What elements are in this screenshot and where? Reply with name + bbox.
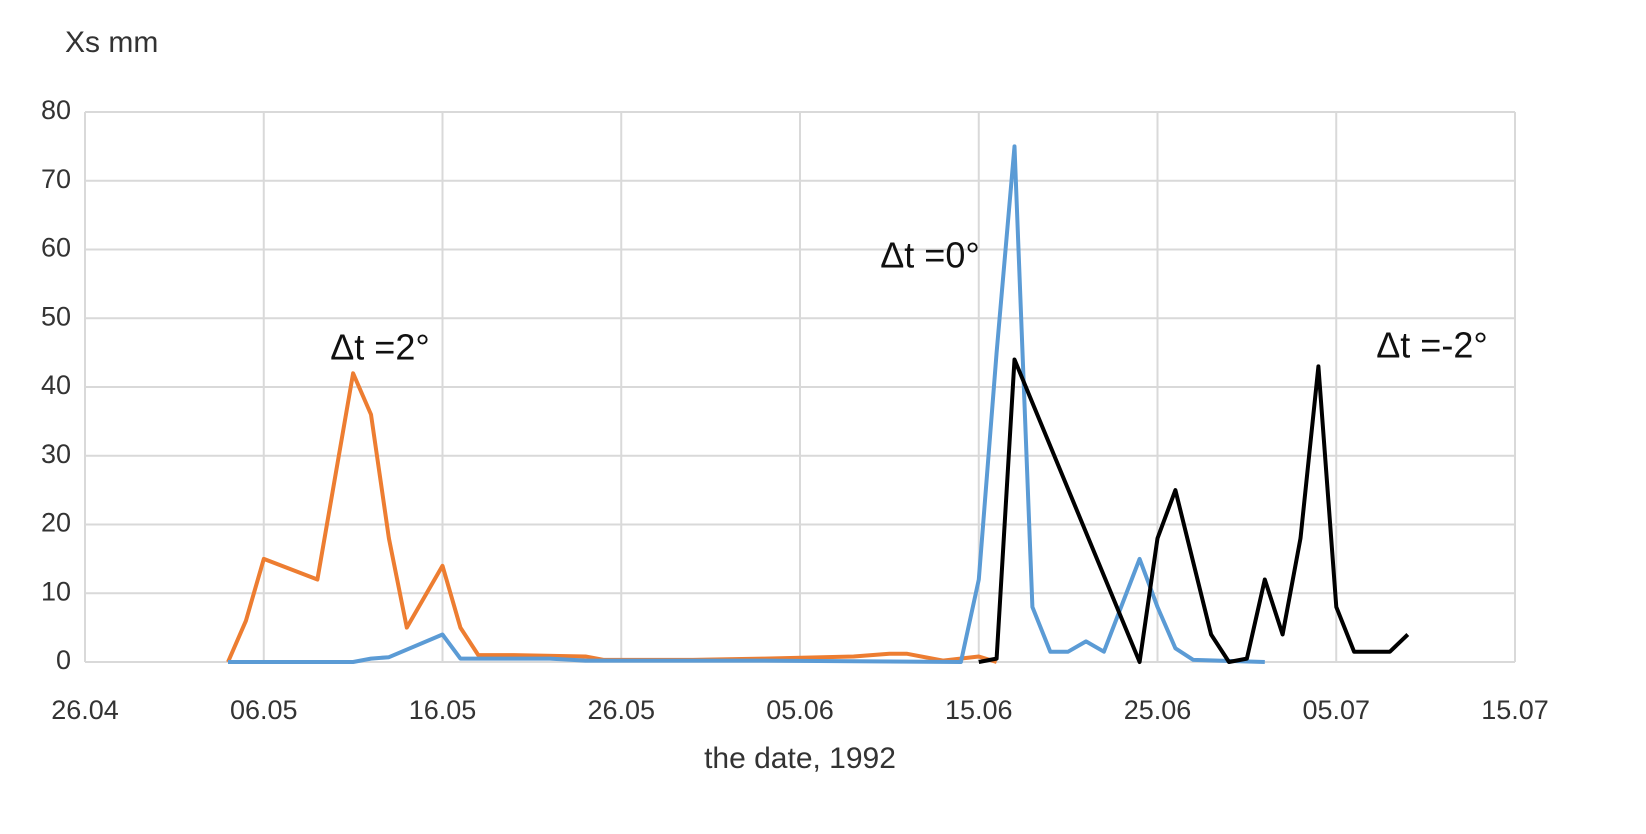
x-tick-label: 06.05 [230, 695, 298, 725]
series-line [226, 371, 998, 664]
y-tick-label: 40 [41, 370, 71, 400]
y-axis-label: Xs mm [65, 26, 158, 59]
x-tick-label: 26.04 [51, 695, 119, 725]
x-tick-label: 15.06 [945, 695, 1013, 725]
x-tick-label: 16.05 [409, 695, 477, 725]
y-tick-label: 60 [41, 233, 71, 263]
y-tick-label: 80 [41, 95, 71, 125]
x-tick-label: 15.07 [1481, 695, 1549, 725]
y-tick-label: 30 [41, 439, 71, 469]
x-tick-label: 05.07 [1302, 695, 1370, 725]
y-tick-label: 10 [41, 576, 71, 606]
x-tick-label: 25.06 [1124, 695, 1192, 725]
y-tick-label: 20 [41, 508, 71, 538]
series-label: Δt =-2° [1376, 325, 1487, 366]
y-tick-label: 70 [41, 164, 71, 194]
y-tick-label: 50 [41, 301, 71, 331]
x-axis-label: the date, 1992 [704, 742, 896, 775]
y-tick-label: 0 [56, 645, 71, 675]
series-line [978, 357, 1410, 664]
series-line [228, 144, 1265, 664]
series-label: Δt =0° [880, 235, 980, 276]
x-tick-label: 26.05 [587, 695, 655, 725]
series-label: Δt =2° [330, 327, 430, 368]
x-tick-label: 05.06 [766, 695, 834, 725]
